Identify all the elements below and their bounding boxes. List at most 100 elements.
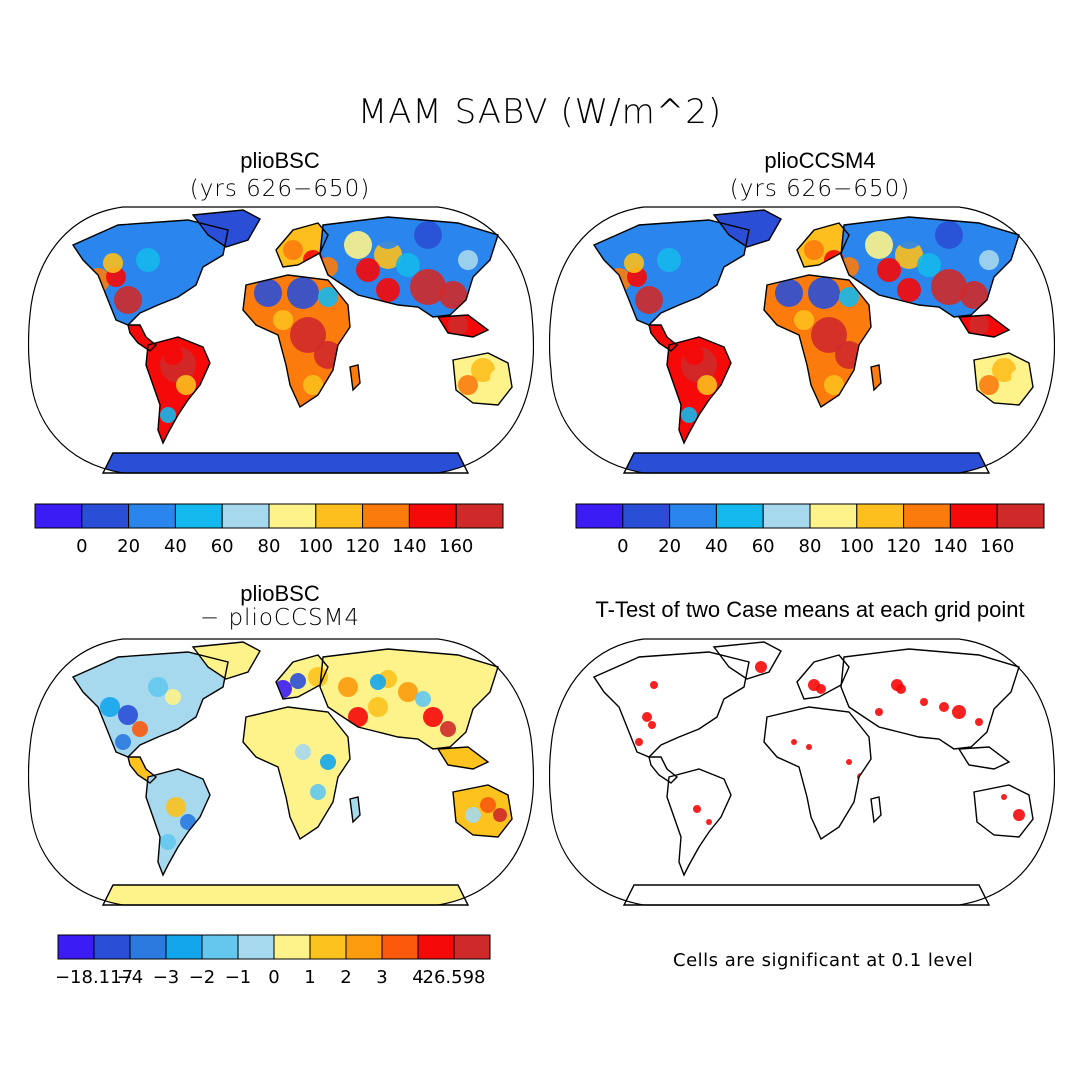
region-north-america <box>73 652 228 757</box>
field-patch-8 <box>684 345 704 365</box>
region-antarctica <box>624 453 989 473</box>
field-patch-16 <box>804 240 824 260</box>
field-patch-9 <box>160 834 176 850</box>
coast-south-america <box>666 768 732 877</box>
field-patch-19 <box>1013 809 1025 821</box>
field-patch-13 <box>952 705 966 719</box>
colorbar-swatch-3 <box>165 934 203 960</box>
field-patch-22 <box>374 221 402 249</box>
field-patch-12 <box>794 310 814 330</box>
coast-greenland <box>712 641 782 680</box>
field-texture <box>86 221 506 423</box>
colorbar-swatch-8 <box>949 503 998 529</box>
field-patch-26 <box>960 281 988 309</box>
colorbar-label-5: 100 <box>299 536 333 557</box>
coast-africa <box>763 706 872 841</box>
field-patch-33 <box>490 369 506 385</box>
region-asia <box>841 649 1019 749</box>
map-plioCCSM4-mean <box>549 206 1055 474</box>
colorbar-swatch-5 <box>237 934 275 960</box>
region-antarctica <box>103 885 468 905</box>
field-patch-23 <box>310 784 326 800</box>
colorbar-swatch-2 <box>669 503 717 529</box>
colorbar-label-7: 140 <box>933 536 967 557</box>
colorbar-swatch-5 <box>268 503 317 529</box>
field-patch-5 <box>755 661 767 673</box>
field-patch-6 <box>693 805 701 813</box>
coastlines <box>71 209 513 474</box>
coastlines <box>592 209 1034 474</box>
region-south-america <box>146 769 210 875</box>
field-patch-22 <box>975 718 983 726</box>
coast-southeast-asia <box>957 314 1011 338</box>
coast-europe <box>275 222 329 268</box>
field-patch-25 <box>493 808 507 822</box>
field-patch-14 <box>939 702 949 712</box>
field-patch-21 <box>791 739 797 745</box>
field-patch-7 <box>160 407 176 423</box>
field-patch-9 <box>816 684 826 694</box>
field-patch-2 <box>648 721 656 729</box>
coast-europe <box>796 654 850 700</box>
coast-asia <box>319 648 499 750</box>
field-patch-23 <box>414 221 442 249</box>
field-patch-28 <box>458 250 478 270</box>
coast-africa <box>242 706 351 841</box>
map-plioBSC-mean <box>28 206 534 474</box>
field-patch-32 <box>979 375 999 395</box>
coast-antarctica <box>101 452 470 474</box>
coast-asia <box>319 216 499 318</box>
coast-asia <box>840 648 1020 750</box>
field-patch-2 <box>635 286 663 314</box>
field-patch-31 <box>471 358 495 382</box>
field-patch-29 <box>448 315 468 335</box>
region-greenland <box>193 642 260 679</box>
coast-southeast-asia <box>436 314 490 338</box>
field-patch-6 <box>176 375 196 395</box>
land-layer <box>594 642 1033 905</box>
colorbar-label-9: 4 <box>412 967 423 988</box>
colorbar-swatch-0 <box>575 503 624 529</box>
land-layer <box>594 210 1033 473</box>
coast-central-america <box>127 756 158 784</box>
field-patch-4 <box>650 681 658 689</box>
field-patch-13 <box>338 677 358 697</box>
field-patch-28 <box>979 250 999 270</box>
colorbar-label-3: 60 <box>752 536 775 557</box>
panel1-title: plioBSC <box>240 148 320 173</box>
field-patch-11 <box>290 673 306 689</box>
field-patch-25 <box>931 269 967 305</box>
coastlines <box>71 641 513 906</box>
field-patch-24 <box>917 253 941 277</box>
colorbar-swatch-7 <box>903 503 951 529</box>
coast-south-america <box>666 336 732 445</box>
field-patch-3 <box>635 738 643 746</box>
colorbar-swatch-2 <box>128 503 176 529</box>
colorbar-label-8: 160 <box>980 536 1014 557</box>
field-patch-10 <box>808 277 840 309</box>
colorbar-swatch-3 <box>174 503 223 529</box>
field-texture <box>602 661 1025 825</box>
field-patch-9 <box>254 279 282 307</box>
region-africa <box>243 707 350 839</box>
field-patch-3 <box>132 721 148 737</box>
panel2-title: plioCCSM4 <box>764 148 876 173</box>
colorbar-label-7: 2 <box>340 967 351 988</box>
field-patch-2 <box>118 705 138 725</box>
colorbar-swatch-0 <box>57 934 95 960</box>
colorbar-label-1: 20 <box>658 536 681 557</box>
coast-north-america <box>592 219 750 326</box>
coast-madagascar <box>870 796 882 824</box>
colorbar-mean-right: 0 20 40 60 80 100 120 140 160 <box>575 503 1045 557</box>
field-patch-4 <box>115 734 131 750</box>
field-patch-31 <box>992 358 1016 382</box>
field-patch-19 <box>865 231 893 259</box>
land-layer <box>73 642 512 905</box>
coast-asia <box>840 216 1020 318</box>
colorbar-label-5: 100 <box>840 536 874 557</box>
region-greenland <box>193 210 260 247</box>
field-patch-13 <box>290 317 326 353</box>
colorbar-swatch-7 <box>362 503 410 529</box>
field-patch-5 <box>148 677 168 697</box>
field-patch-20 <box>415 691 431 707</box>
